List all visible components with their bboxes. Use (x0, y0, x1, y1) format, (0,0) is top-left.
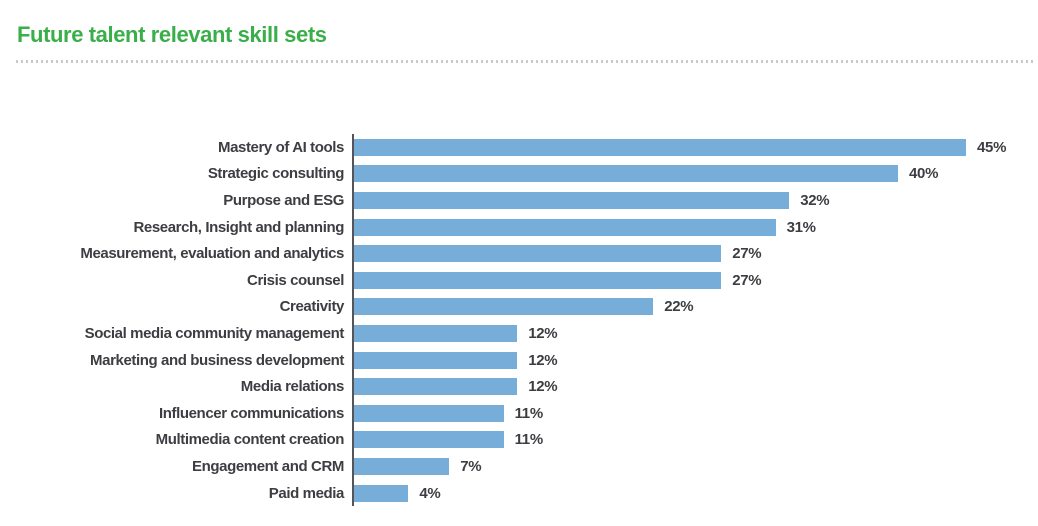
bar (354, 245, 722, 263)
bar-row: Measurement, evaluation and analytics 27% (0, 240, 1038, 267)
bar-area: 4% (352, 479, 1038, 507)
value-label: 27% (732, 271, 762, 289)
bar (354, 351, 518, 369)
value-label: 45% (977, 138, 1007, 156)
category-label: Engagement and CRM (192, 457, 344, 475)
bar (354, 378, 518, 396)
bar (354, 484, 409, 502)
bar-area: 7% (352, 453, 1038, 480)
value-label: 11% (514, 431, 544, 449)
bar-row: Paid media 4% (0, 479, 1038, 507)
value-label: 12% (528, 324, 558, 342)
bar-row: Purpose and ESG 32% (0, 187, 1038, 214)
category-label: Media relations (240, 378, 345, 396)
bar-area: 40% (352, 160, 1038, 188)
value-label: 32% (800, 191, 830, 209)
bar (354, 138, 966, 156)
bar-row: Marketing and business development 12% (0, 346, 1038, 374)
bar-row: Mastery of AI tools 45% (0, 134, 1038, 161)
bar-row: Creativity 22% (0, 293, 1038, 321)
category-label: Research, Insight and planning (133, 218, 344, 236)
category-label: Purpose and ESG (223, 191, 344, 209)
category-label: Crisis counsel (247, 271, 344, 289)
category-label: Paid media (268, 484, 345, 502)
bar-area: 32% (352, 187, 1038, 214)
bar (354, 298, 654, 316)
bar-area: 11% (352, 399, 1038, 427)
bar-row: Research, Insight and planning 31% (0, 213, 1038, 241)
bar (354, 271, 722, 289)
category-label: Social media community management (84, 324, 345, 342)
bar-area: 22% (352, 293, 1038, 321)
value-label: 22% (664, 298, 694, 316)
bar-chart: Mastery of AI tools 45% Strategic consulti… (0, 134, 1038, 507)
chart-title: Future talent relevant skill sets (17, 21, 327, 47)
bar (354, 404, 504, 422)
bar (354, 324, 518, 342)
value-label: 27% (732, 245, 762, 263)
bar-row: Strategic consulting 40% (0, 160, 1038, 188)
bar (354, 165, 898, 183)
dotted-divider (16, 60, 1036, 63)
category-label: Marketing and business development (90, 351, 344, 369)
bar-area: 31% (352, 213, 1038, 241)
value-label: 4% (419, 484, 441, 502)
category-label: Strategic consulting (207, 165, 345, 183)
bar-row: Social media community management 12% (0, 320, 1038, 347)
bar-row: Crisis counsel 27% (0, 266, 1038, 294)
bar-area: 45% (352, 134, 1038, 161)
bar-area: 27% (352, 240, 1038, 267)
bar (354, 218, 776, 236)
value-label: 40% (909, 165, 939, 183)
category-label: Measurement, evaluation and analytics (80, 245, 344, 263)
category-label: Multimedia content creation (155, 431, 345, 449)
value-label: 12% (528, 378, 558, 396)
category-label: Influencer communications (158, 404, 344, 422)
value-label: 7% (460, 457, 482, 475)
value-label: 11% (514, 404, 544, 422)
bar-row: Engagement and CRM 7% (0, 453, 1038, 480)
bar (354, 191, 790, 209)
bar (354, 457, 450, 475)
bar-area: 12% (352, 320, 1038, 347)
bar-row: Influencer communications 11% (0, 399, 1038, 427)
bar-row: Multimedia content creation 11% (0, 426, 1038, 454)
bar-area: 11% (352, 426, 1038, 454)
bar-area: 12% (352, 346, 1038, 374)
category-label: Mastery of AI tools (217, 138, 344, 156)
category-label: Creativity (279, 298, 345, 316)
bar (354, 431, 504, 449)
bar-area: 27% (352, 266, 1038, 294)
bar-area: 12% (352, 373, 1038, 400)
bar-row: Media relations 12% (0, 373, 1038, 400)
value-label: 31% (786, 218, 816, 236)
value-label: 12% (528, 351, 558, 369)
